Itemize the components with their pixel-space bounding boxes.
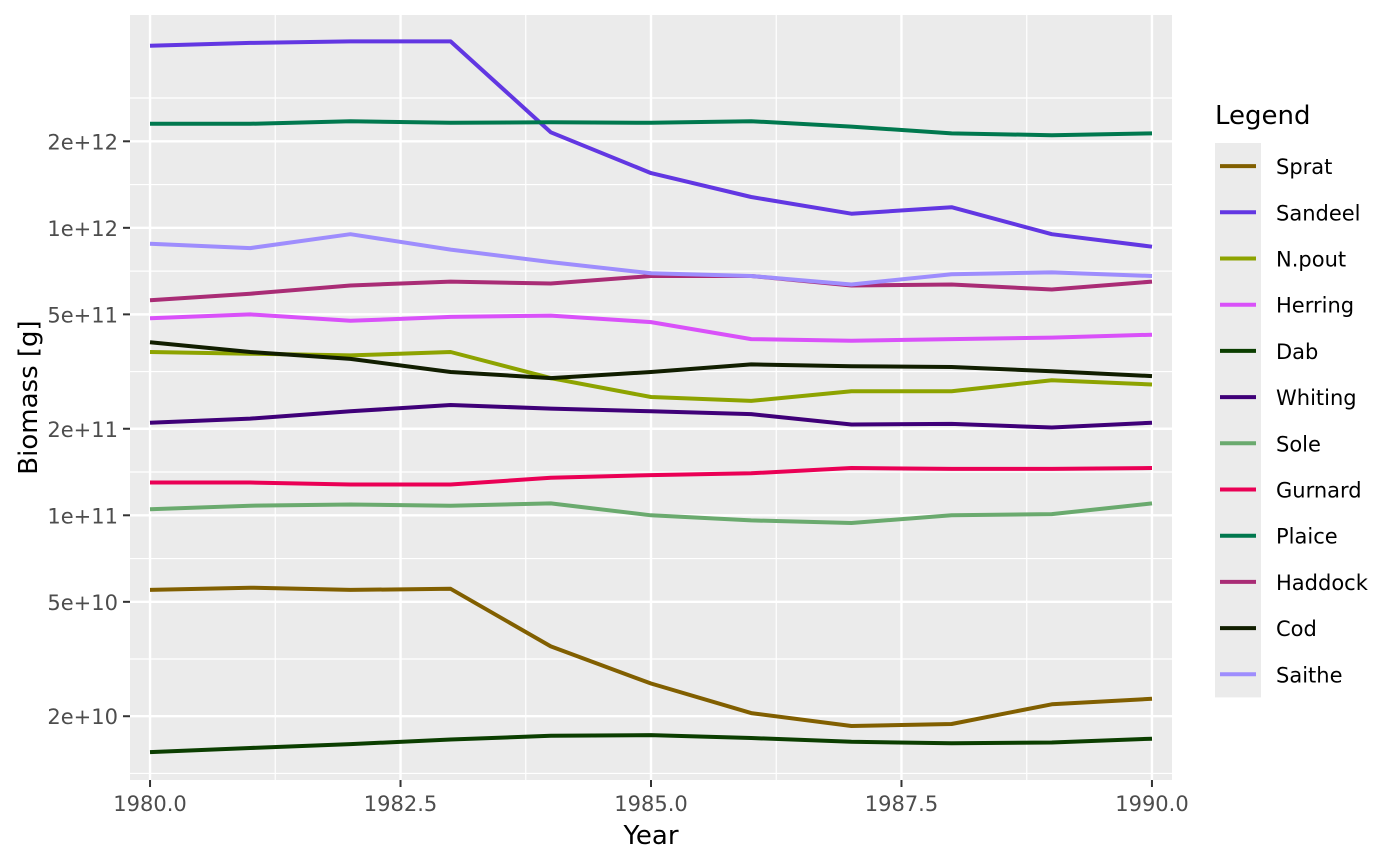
y-tick-label: 1e+11	[47, 504, 118, 528]
series-line-plaice	[150, 119, 1153, 138]
x-tick-label: 1985.0	[614, 792, 687, 816]
series-line-sole	[149, 501, 1153, 525]
legend-label: Plaice	[1276, 525, 1338, 549]
series-line-sandeel	[149, 39, 1153, 249]
legend-item: Saithe	[1220, 663, 1343, 687]
legend: Legend Sprat Sandeel N.pout Herring Dab Whiti…	[1215, 101, 1369, 698]
legend-label: Cod	[1276, 617, 1317, 641]
legend-label: Sandeel	[1276, 201, 1361, 225]
legend-label: Whiting	[1276, 386, 1357, 410]
legend-item: Sprat	[1220, 155, 1332, 179]
legend-item: Dab	[1220, 340, 1318, 364]
series-line-saithe	[149, 232, 1153, 287]
x-tick-label: 1982.5	[364, 792, 437, 816]
legend-item: Sole	[1220, 432, 1321, 456]
legend-item: Plaice	[1220, 525, 1338, 549]
legend-item: Gurnard	[1220, 479, 1362, 503]
legend-label: Gurnard	[1276, 479, 1362, 503]
series-lines	[149, 39, 1153, 755]
series-line-haddock	[149, 274, 1153, 303]
legend-item: Sandeel	[1220, 201, 1361, 225]
y-axis-title: Biomass [g]	[14, 320, 44, 474]
series-line-whiting	[149, 403, 1153, 430]
y-tick-label: 1e+12	[47, 217, 118, 241]
legend-item: Herring	[1220, 294, 1354, 318]
series-line-dab	[149, 733, 1153, 755]
legend-label: Dab	[1276, 340, 1318, 364]
legend-label: Haddock	[1276, 571, 1369, 595]
series-line-gurnard	[150, 466, 1153, 487]
legend-item: Haddock	[1220, 571, 1369, 595]
x-axis-title: Year	[622, 821, 678, 851]
legend-item: Cod	[1220, 617, 1317, 641]
legend-key-background	[1215, 143, 1261, 698]
legend-item: Whiting	[1220, 386, 1357, 410]
legend-label: N.pout	[1276, 248, 1346, 272]
legend-label: Saithe	[1276, 663, 1343, 687]
legend-label: Sprat	[1276, 155, 1332, 179]
y-axis: 2e+10 5e+10 1e+11 2e+11 5e+11 1e+12 2e+12	[47, 130, 130, 729]
y-tick-label: 2e+12	[47, 130, 118, 154]
series-line-sprat	[149, 585, 1153, 728]
y-tick-label: 5e+11	[47, 303, 118, 327]
y-tick-label: 2e+11	[47, 418, 118, 442]
legend-label: Sole	[1276, 432, 1321, 456]
x-tick-label: 1987.5	[865, 792, 938, 816]
legend-label: Herring	[1276, 294, 1354, 318]
y-tick-label: 2e+10	[47, 705, 118, 729]
legend-item: N.pout	[1220, 248, 1346, 272]
series-line-cod	[149, 340, 1153, 381]
y-tick-label: 5e+10	[47, 591, 118, 615]
legend-title: Legend	[1215, 101, 1311, 131]
x-axis: 1980.0 1982.5 1985.0 1987.5 1990.0	[113, 780, 1189, 816]
series-line-herring	[149, 312, 1153, 343]
x-tick-label: 1980.0	[113, 792, 186, 816]
x-tick-label: 1990.0	[1115, 792, 1188, 816]
